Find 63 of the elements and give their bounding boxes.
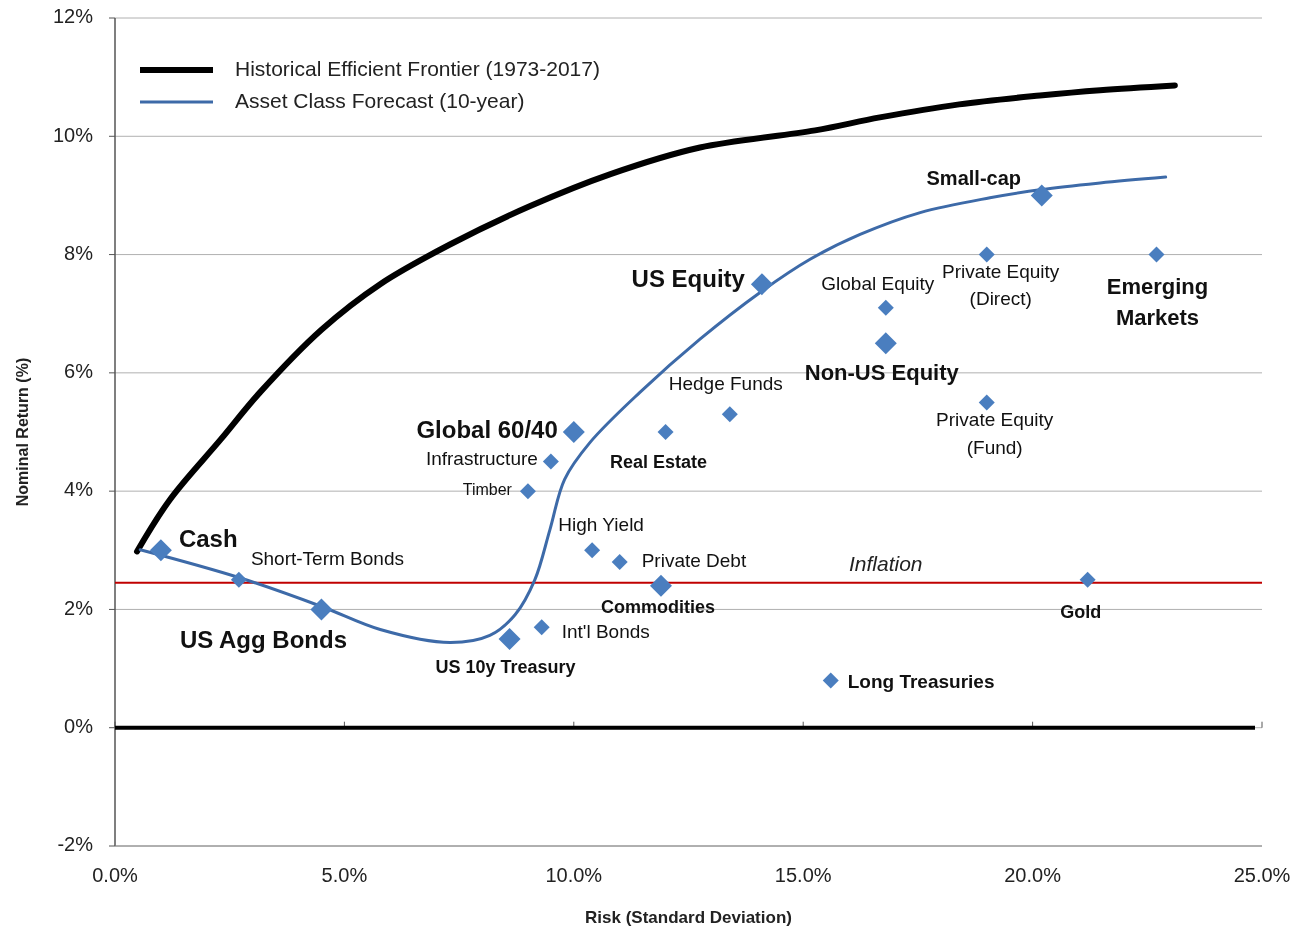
ref-line-label: Inflation: [849, 551, 923, 575]
x-tick-label: 15.0%: [774, 864, 832, 886]
point: [649, 574, 672, 597]
annotation: Infrastructure: [425, 447, 538, 469]
annotation: Cash: [178, 524, 238, 552]
y-axis-title: Nominal Return (%): [14, 357, 31, 507]
point: [542, 453, 559, 470]
annotation: Commodities: [600, 596, 715, 617]
y-tick-label: 12%: [52, 5, 94, 28]
point: [533, 619, 550, 636]
annotation: US Agg Bonds: [179, 625, 348, 653]
point: [750, 273, 773, 296]
annotation: Private Equity (Direct): [942, 260, 1060, 310]
point: [721, 406, 738, 423]
annotation: US 10y Treasury: [435, 656, 576, 677]
annotation: US Equity: [631, 265, 746, 293]
point: [1148, 246, 1165, 263]
point: [874, 332, 897, 355]
x-tick-label: 10.0%: [545, 864, 603, 886]
point: [611, 554, 628, 571]
legend-label: Historical Efficient Frontier (1973-2017): [235, 56, 600, 80]
x-tick-label: 25.0%: [1233, 864, 1291, 886]
point: [519, 483, 536, 500]
annotation: Int'l Bonds: [561, 621, 650, 643]
annotation: Global Equity: [821, 272, 935, 294]
legend-label: Asset Class Forecast (10-year): [235, 88, 525, 112]
y-tick-label: 10%: [52, 123, 94, 146]
annotation: Small-cap: [926, 166, 1022, 189]
y-tick-label: 4%: [64, 478, 94, 501]
annotation: Private Debt: [641, 550, 747, 572]
point: [562, 421, 585, 443]
point: [310, 598, 333, 621]
point: [822, 672, 839, 689]
point: [877, 299, 894, 316]
y-tick-label: 6%: [64, 360, 94, 383]
point: [657, 424, 674, 440]
y-tick-label: 8%: [64, 241, 94, 264]
annotation: Short-Term Bonds: [250, 547, 404, 569]
point: [584, 542, 601, 559]
point: [498, 628, 521, 650]
x-tick-label: 20.0%: [1004, 864, 1062, 886]
x-tick-label: 0.0%: [92, 864, 139, 886]
point: [978, 246, 995, 263]
annotation: Real Estate: [610, 451, 708, 472]
y-tick-label: 2%: [64, 596, 94, 619]
annotation: Global 60/40: [416, 416, 558, 444]
annotation: Long Treasuries: [847, 671, 995, 693]
annotation: Hedge Funds: [668, 373, 783, 395]
y-tick-label: 0%: [64, 715, 94, 737]
point: [978, 394, 995, 411]
point: [149, 539, 172, 562]
annotation: Gold: [1060, 601, 1102, 622]
point: [1030, 184, 1053, 207]
annotation: Private Equity (Fund): [936, 409, 1054, 458]
point: [230, 571, 247, 588]
annotation: Non-US Equity: [804, 360, 960, 386]
point: [1079, 571, 1096, 588]
y-tick-label: -2%: [57, 833, 94, 856]
annotation: Timber: [462, 481, 513, 499]
x-axis-title: Risk (Standard Deviation): [585, 908, 792, 927]
annotation: High Yield: [558, 514, 644, 536]
annotation: Emerging Markets: [1106, 273, 1209, 331]
x-tick-label: 5.0%: [321, 864, 368, 886]
